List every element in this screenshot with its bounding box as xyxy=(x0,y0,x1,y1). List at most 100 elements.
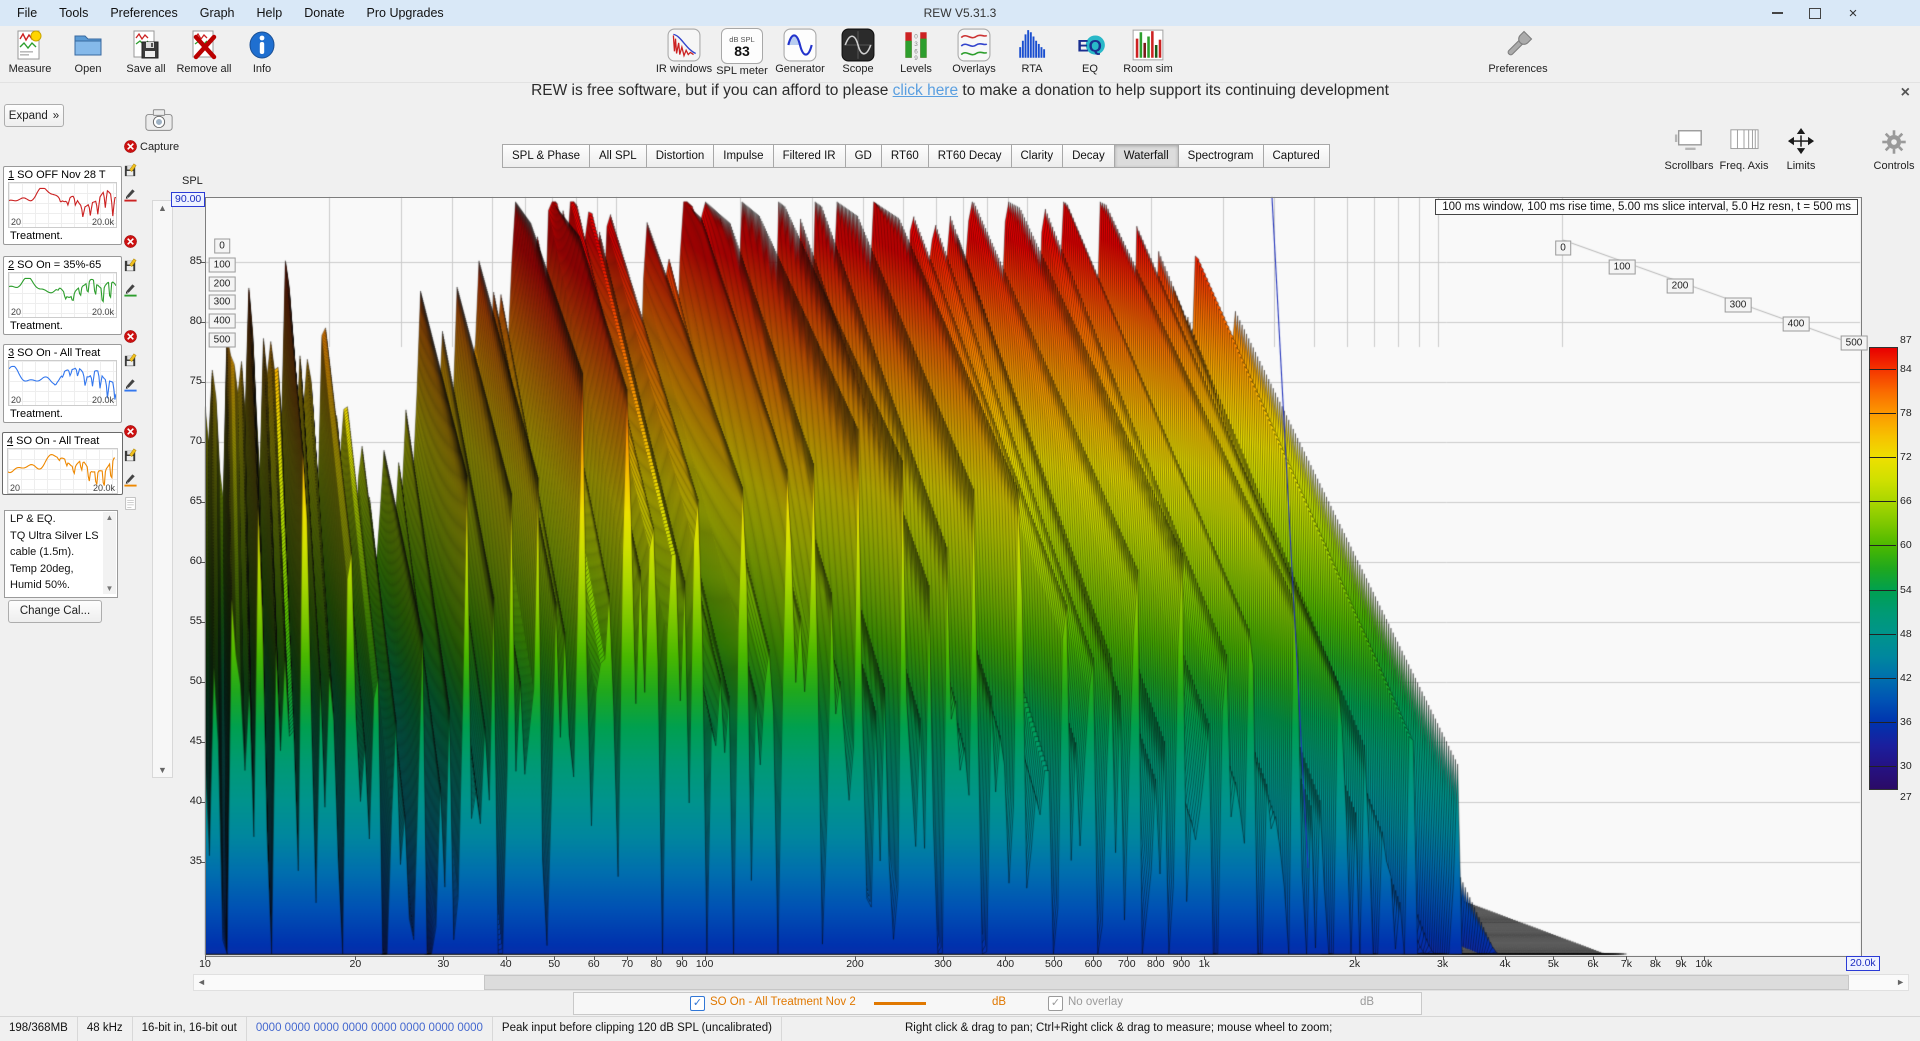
donation-link[interactable]: click here xyxy=(892,82,959,99)
measurement-card-1[interactable]: 1 SO OFF Nov 28 T 20 20.0k Treatment. xyxy=(3,166,122,245)
maximize-button[interactable] xyxy=(1796,0,1834,26)
save-measurement-icon-2[interactable] xyxy=(123,258,139,274)
menu-item-file[interactable]: File xyxy=(17,6,38,20)
toolbar-button-save-all[interactable]: Save all xyxy=(120,28,172,75)
tab-impulse[interactable]: Impulse xyxy=(713,144,774,168)
toolbar-button-ir-windows[interactable]: IR windows xyxy=(656,28,712,77)
toolbar-button-eq[interactable]: EQ EQ xyxy=(1064,28,1116,77)
close-button[interactable]: × xyxy=(1848,4,1858,22)
tab-filtered-ir[interactable]: Filtered IR xyxy=(772,144,846,168)
time-label-left: 300 xyxy=(208,294,236,310)
measurement-notes[interactable]: LP & EQ. TQ Ultra Silver LS cable (1.5m). T… xyxy=(4,510,118,598)
close-measurement-icon-1[interactable] xyxy=(123,139,139,155)
thumb-freq-min: 20 xyxy=(11,307,22,317)
tab-decay[interactable]: Decay xyxy=(1062,144,1115,168)
close-measurement-icon-2[interactable] xyxy=(123,234,139,250)
scroll-up-icon[interactable]: ▲ xyxy=(158,203,167,213)
close-measurement-icon-3[interactable] xyxy=(123,329,139,345)
header-button-scrollbars[interactable]: Scrollbars xyxy=(1663,126,1715,172)
toolbar-button-spl-meter[interactable]: dB SPL 83 SPL meter xyxy=(716,28,768,77)
thumb-freq-max: 20.0k xyxy=(91,307,114,317)
measurement-card-2[interactable]: 2 SO On = 35%-65 20 20.0k Treatment. xyxy=(3,256,122,335)
toolbar-label: Save all xyxy=(126,63,166,75)
scroll-left-icon[interactable]: ◄ xyxy=(197,977,206,987)
thumb-freq-min: 20 xyxy=(11,395,22,405)
time-label-right: 0 xyxy=(1555,240,1571,256)
toolbar-button-overlays[interactable]: Overlays xyxy=(948,28,1000,77)
tab-waterfall[interactable]: Waterfall xyxy=(1113,144,1179,168)
toolbar-button-room-sim[interactable]: Room sim xyxy=(1122,28,1174,77)
trace-color-pen-icon-1[interactable] xyxy=(123,187,139,203)
vertical-scrollbar[interactable]: ▲ ▼ xyxy=(152,200,173,778)
scroll-down-icon[interactable]: ▼ xyxy=(158,765,167,775)
capture-button[interactable]: Capture xyxy=(140,106,180,153)
freq-tick-label: 6k xyxy=(1587,958,1599,970)
toolbar-button-generator[interactable]: Generator xyxy=(774,28,826,77)
expand-button[interactable]: Expand » xyxy=(4,104,64,127)
tab-captured[interactable]: Captured xyxy=(1262,144,1330,168)
minimize-button[interactable] xyxy=(1758,0,1796,26)
toolbar-button-remove-all[interactable]: Remove all xyxy=(176,28,232,75)
horizontal-scrollbar[interactable]: ◄ ► xyxy=(193,974,1909,991)
toolbar-button-rta[interactable]: RTA xyxy=(1006,28,1058,77)
window-controls: × xyxy=(1758,0,1872,26)
save-measurement-icon-4[interactable] xyxy=(123,448,139,464)
tab-clarity[interactable]: Clarity xyxy=(1010,144,1064,168)
tab-spectrogram[interactable]: Spectrogram xyxy=(1177,144,1264,168)
waterfall-plot[interactable] xyxy=(172,190,1862,956)
legend-checkbox[interactable]: ✓ xyxy=(690,996,705,1011)
spl-tick-label: 50 xyxy=(189,675,202,687)
trace-color-pen-icon-4[interactable] xyxy=(123,472,139,488)
notes-scrollbar[interactable]: ▲ ▼ xyxy=(103,512,116,594)
freq-axis-max-field[interactable]: 20.0k xyxy=(1846,956,1880,971)
save-measurement-icon-3[interactable] xyxy=(123,353,139,369)
toolbar-label: Overlays xyxy=(952,63,996,75)
measurement-card-3[interactable]: 3 SO On - All Treat 20 20.0k Treatment. xyxy=(3,344,122,423)
measurement-notes-icon-4[interactable] xyxy=(123,496,139,512)
scroll-up-icon[interactable]: ▲ xyxy=(105,513,114,522)
menu-item-help[interactable]: Help xyxy=(256,6,283,20)
save-measurement-icon-1[interactable] xyxy=(123,163,139,179)
capture-label: Capture xyxy=(140,141,180,153)
change-cal-button[interactable]: Change Cal... xyxy=(8,600,102,623)
tab-rt60-decay[interactable]: RT60 Decay xyxy=(927,144,1012,168)
freq-tick-label: 7k xyxy=(1620,958,1632,970)
tab-rt60[interactable]: RT60 xyxy=(880,144,929,168)
freq-tick xyxy=(1053,956,1055,960)
menu-item-graph[interactable]: Graph xyxy=(199,6,235,20)
toolbar-button-measure[interactable]: Measure xyxy=(4,28,56,75)
toolbar-button-wrench[interactable]: Preferences xyxy=(1488,28,1548,75)
menu-item-pro-upgrades[interactable]: Pro Upgrades xyxy=(366,6,444,20)
menu-item-preferences[interactable]: Preferences xyxy=(110,6,178,20)
freq-tick-label: 200 xyxy=(846,958,864,970)
time-label-right: 100 xyxy=(1608,259,1636,275)
menu-item-tools[interactable]: Tools xyxy=(59,6,89,20)
close-measurement-icon-4[interactable] xyxy=(123,424,139,440)
toolbar-button-levels[interactable]: 0 3 6 9 Levels xyxy=(890,28,942,77)
menu-item-donate[interactable]: Donate xyxy=(304,6,345,20)
spl-axis-max-field[interactable]: 90.00 xyxy=(171,192,206,207)
limits-icon xyxy=(1775,126,1827,158)
tab-gd[interactable]: GD xyxy=(844,144,882,168)
freq-tick-label: 50 xyxy=(548,958,561,970)
banner-close-icon[interactable]: × xyxy=(1900,84,1910,101)
toolbar-button-info[interactable]: Info xyxy=(236,28,288,75)
header-button-freq-axis[interactable]: Freq. Axis xyxy=(1718,126,1770,172)
tab-all-spl[interactable]: All SPL xyxy=(588,144,647,168)
header-button-controls[interactable]: Controls xyxy=(1868,126,1920,172)
overlay-checkbox[interactable]: ✓ xyxy=(1048,996,1063,1011)
scroll-right-icon[interactable]: ► xyxy=(1896,977,1905,987)
measurement-card-4[interactable]: 4 SO On - All Treat 20 20.0k xyxy=(2,432,123,495)
time-label-left: 200 xyxy=(208,276,236,292)
note-line: Temp 20deg, xyxy=(10,562,74,575)
toolbar-button-open[interactable]: Open xyxy=(62,28,114,75)
scrollbar-thumb[interactable] xyxy=(484,975,1849,990)
trace-color-pen-icon-2[interactable] xyxy=(123,282,139,298)
scroll-down-icon[interactable]: ▼ xyxy=(105,584,114,593)
header-button-limits[interactable]: Limits xyxy=(1775,126,1827,172)
status-cell: 0000 0000 0000 0000 0000 0000 0000 0000 xyxy=(247,1017,493,1041)
trace-color-pen-icon-3[interactable] xyxy=(123,377,139,393)
tab-distortion[interactable]: Distortion xyxy=(645,144,715,168)
toolbar-button-scope[interactable]: Scope xyxy=(832,28,884,77)
tab-spl-phase[interactable]: SPL & Phase xyxy=(502,144,590,168)
